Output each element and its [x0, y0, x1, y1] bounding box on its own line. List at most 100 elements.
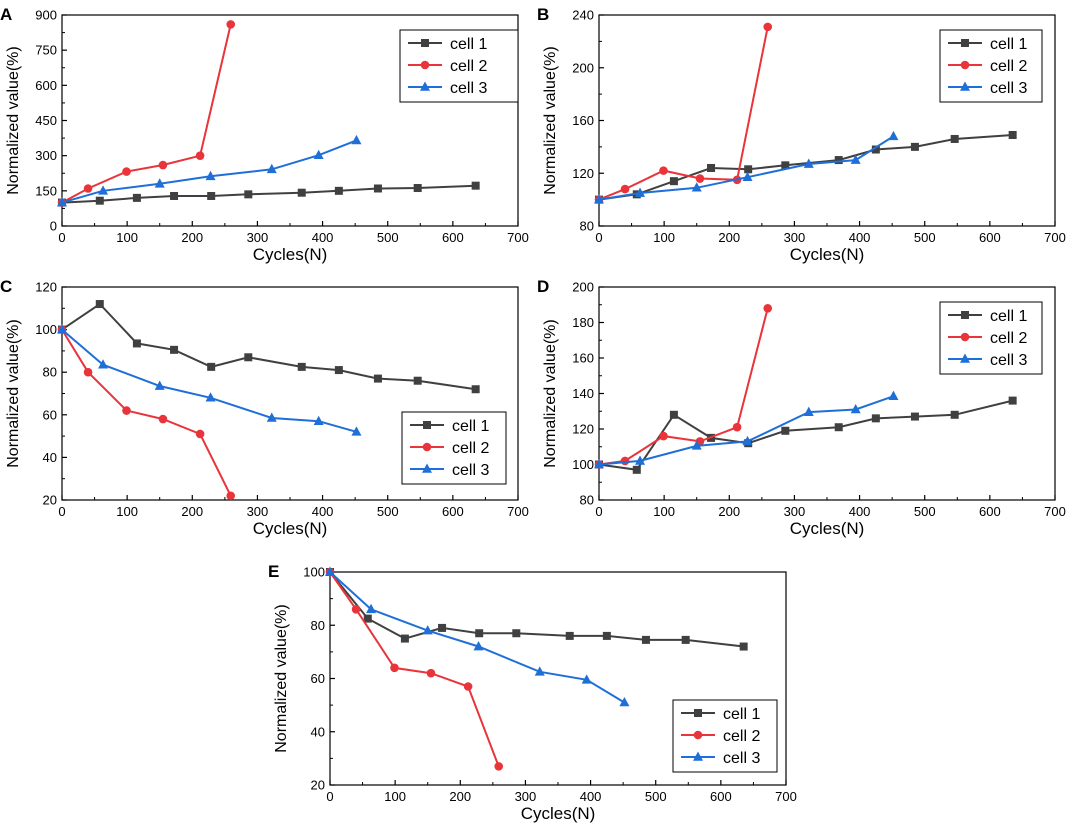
y-tick-label: 160: [572, 351, 594, 366]
y-axis-label: Normalized value(%): [542, 319, 559, 468]
data-point: [950, 410, 959, 419]
y-tick-label: 40: [43, 450, 57, 465]
data-point: [95, 300, 104, 309]
x-tick-label: 300: [784, 504, 806, 519]
x-tick-label: 0: [595, 230, 602, 245]
series-line: [61, 328, 357, 433]
x-tick-label: 500: [377, 230, 399, 245]
legend-marker: [422, 463, 432, 473]
series-cell-3: [594, 130, 899, 204]
legend-label: cell 1: [450, 36, 487, 53]
x-tick-label: 100: [653, 504, 675, 519]
data-point: [57, 197, 67, 207]
data-point: [207, 362, 216, 371]
data-point: [226, 20, 236, 29]
panel-e: E 0 100 200 300 400 500 600 700 20 40 60 80 100 Cycles…: [268, 562, 797, 823]
data-point: [681, 635, 690, 644]
data-point: [422, 625, 433, 635]
legend-marker: [961, 311, 969, 319]
data-point: [619, 696, 630, 707]
y-tick-label: 300: [35, 148, 57, 163]
data-point: [781, 161, 790, 170]
series-cell-1: [58, 181, 480, 207]
data-point: [195, 429, 205, 439]
y-axis-label: Normalized value(%): [542, 46, 559, 195]
data-point: [850, 403, 861, 414]
legend: cell 1 cell 2 cell 3: [399, 29, 519, 103]
data-point: [581, 674, 592, 684]
x-tick-label: 100: [384, 789, 406, 804]
y-tick-label: 120: [572, 166, 594, 181]
x-tick-label: 500: [645, 789, 667, 804]
data-point: [669, 177, 678, 186]
x-tick-label: 400: [312, 230, 334, 245]
data-point: [763, 22, 773, 32]
y-tick-label: 100: [35, 322, 57, 337]
series-line: [598, 395, 894, 466]
x-tick-label: 100: [116, 230, 138, 245]
x-tick-label: 400: [312, 504, 334, 519]
x-axis-label: Cycles(N): [790, 245, 865, 264]
y-tick-label: 80: [580, 219, 594, 234]
y-tick-label: 450: [35, 113, 57, 128]
data-point: [98, 185, 109, 195]
series-cell-1: [326, 568, 748, 651]
legend-label: cell 1: [452, 418, 489, 435]
legend: cell 1 cell 2 cell 3: [401, 411, 507, 485]
data-point: [732, 422, 742, 432]
data-point: [226, 491, 236, 501]
panel-label: D: [537, 277, 549, 296]
panel-c: C 0 100 200 300 400 500 600 700 20 40 60 80 100 120 Cyc…: [0, 277, 529, 538]
legend: cell 1 cell 2 cell 3: [939, 29, 1043, 103]
data-point: [707, 163, 716, 172]
data-point: [494, 762, 504, 771]
data-point: [594, 459, 604, 469]
data-point: [334, 186, 343, 195]
panel-a: A 0 100 200 300 400 500 600 700 0 150 300 450 600 750 9…: [0, 5, 529, 264]
data-point: [95, 196, 104, 205]
data-point: [602, 631, 611, 640]
x-tick-label: 600: [979, 504, 1001, 519]
data-point: [170, 345, 179, 354]
legend-label: cell 1: [723, 706, 760, 723]
data-point: [803, 406, 814, 416]
data-point: [565, 631, 574, 640]
panel-label: C: [0, 277, 12, 296]
x-tick-label: 600: [442, 504, 464, 519]
data-point: [744, 165, 753, 174]
series-cell-3: [57, 134, 362, 207]
series-cell-2: [57, 20, 236, 207]
data-point: [122, 406, 131, 415]
data-point: [473, 641, 484, 651]
data-point: [334, 366, 343, 375]
data-point: [413, 376, 422, 385]
x-tick-label: 300: [247, 230, 269, 245]
series-line: [329, 571, 500, 767]
legend-marker: [960, 60, 970, 70]
legend-label: cell 3: [990, 80, 1027, 97]
legend-label: cell 3: [450, 80, 487, 97]
x-tick-label: 200: [449, 789, 471, 804]
data-point: [351, 604, 361, 614]
series-cell-3: [594, 390, 899, 469]
x-axis-label: Cycles(N): [253, 519, 328, 538]
data-point: [635, 455, 646, 465]
legend-marker: [422, 442, 432, 452]
data-point: [659, 431, 668, 441]
y-tick-label: 600: [35, 78, 57, 93]
data-point: [910, 412, 919, 421]
data-point: [910, 142, 919, 151]
x-tick-label: 300: [515, 789, 537, 804]
data-point: [158, 414, 168, 424]
data-point: [871, 145, 880, 154]
data-point: [244, 190, 253, 199]
panel-d: D 0 100 200 300 400 500 600 700 80 100 120 140 160 180…: [537, 277, 1066, 538]
legend-label: cell 1: [990, 36, 1027, 53]
data-point: [98, 359, 109, 369]
x-tick-label: 700: [1044, 504, 1066, 519]
data-point: [132, 193, 141, 202]
y-tick-label: 200: [572, 60, 594, 75]
legend-marker: [420, 60, 430, 70]
legend-label: cell 3: [452, 462, 489, 479]
x-tick-label: 700: [507, 230, 529, 245]
